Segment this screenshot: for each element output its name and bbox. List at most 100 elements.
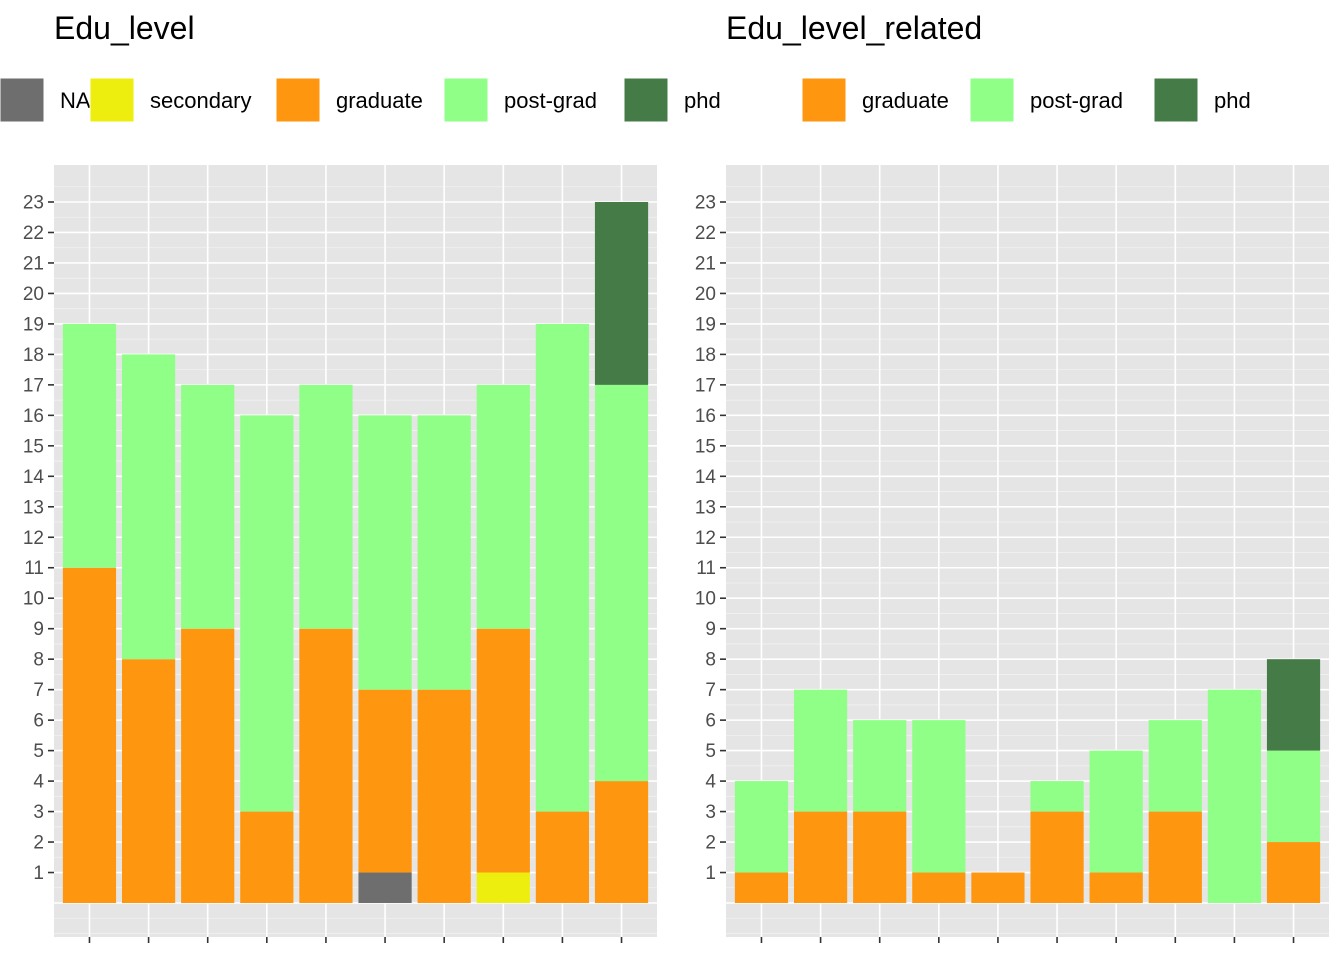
y-tick-label: 3 <box>705 802 716 823</box>
y-tick-label: 13 <box>695 497 716 518</box>
y-tick-label: 18 <box>23 345 44 366</box>
y-tick-label: 1 <box>705 863 716 884</box>
y-tick-label: 13 <box>23 497 44 518</box>
bar-segment-post-grad <box>535 323 590 812</box>
bar-segment-post-grad <box>121 354 176 660</box>
legend-label: phd <box>684 88 721 113</box>
y-tick-label: 2 <box>705 833 716 854</box>
y-tick-label: 15 <box>695 436 716 457</box>
legend-item: NA <box>0 77 91 123</box>
y-tick-label: 6 <box>33 711 44 732</box>
bar-segment-graduate <box>1030 811 1084 903</box>
legend-key <box>1153 77 1199 123</box>
y-tick-label: 12 <box>695 528 716 549</box>
legend-label: phd <box>1214 88 1251 113</box>
y-tick-label: 14 <box>695 467 717 488</box>
y-tick-label: 22 <box>695 223 716 244</box>
bar-segment-graduate <box>299 628 353 903</box>
legend-label: NA <box>60 88 91 113</box>
y-tick-label: 8 <box>33 650 44 671</box>
bar-segment-post-grad <box>793 689 848 812</box>
bar-segment-post-grad <box>1148 720 1202 812</box>
legend-key <box>275 77 321 123</box>
y-tick-label: 17 <box>695 375 716 396</box>
bar-segment-post-grad <box>912 720 966 873</box>
legend-label: post-grad <box>504 88 597 113</box>
bar-segment-post-grad <box>62 323 117 568</box>
y-tick-label: 10 <box>695 589 716 610</box>
bar-segment-post-grad <box>1030 781 1084 812</box>
y-tick-label: 9 <box>705 619 716 640</box>
bars <box>62 202 649 903</box>
y-tick-label: 20 <box>695 284 716 305</box>
legend-label: graduate <box>336 88 423 113</box>
bar-segment-graduate <box>417 689 471 903</box>
y-tick-label: 15 <box>23 436 44 457</box>
bar-segment-post-grad <box>594 384 649 782</box>
y-tick-label: 16 <box>23 406 44 427</box>
bar-segment-graduate <box>358 689 412 873</box>
y-tick-label: 16 <box>695 406 716 427</box>
y-tick-label: 4 <box>33 772 44 793</box>
legend-key <box>969 77 1015 123</box>
legend-item: post-grad <box>969 77 1123 123</box>
y-tick-label: 22 <box>23 223 44 244</box>
legend: NA secondary graduate post-grad phd <box>0 77 721 123</box>
y-tick-label: 23 <box>695 193 716 214</box>
chart-edu-level: Edu_level 1 2 3 4 5 6 7 8 9 10 11 12 13 14 15 16 17 18 19 2… <box>0 10 721 943</box>
y-tick-label: 18 <box>695 345 716 366</box>
legend-item: post-grad <box>443 77 597 123</box>
y-tick-label: 2 <box>33 833 44 854</box>
y-tick-label: 1 <box>33 863 44 884</box>
bar-segment-graduate <box>793 811 848 903</box>
legend-key <box>623 77 669 123</box>
legend-item: phd <box>623 77 721 123</box>
y-tick-label: 7 <box>33 680 44 701</box>
bar-segment-graduate <box>971 872 1025 903</box>
y-tick-label: 17 <box>23 375 44 396</box>
bar-segment-graduate <box>1148 811 1202 903</box>
legend-label: graduate <box>862 88 949 113</box>
bar-segment-na <box>358 872 412 903</box>
legend-item: graduate <box>275 77 423 123</box>
bar-segment-graduate <box>62 567 117 903</box>
y-tick-label: 5 <box>705 741 716 762</box>
bar-segment-phd <box>1266 659 1321 751</box>
bar-segment-post-grad <box>853 720 907 812</box>
legend-key <box>0 77 45 123</box>
legend-item: secondary <box>89 77 252 123</box>
bar-segment-graduate <box>853 811 907 903</box>
bar-segment-graduate <box>594 781 649 903</box>
y-tick-label: 7 <box>705 680 716 701</box>
legend: graduate post-grad phd <box>801 77 1251 123</box>
bar-segment-graduate <box>476 628 530 873</box>
x-axis <box>760 937 1295 943</box>
y-tick-label: 19 <box>695 314 716 335</box>
bar-segment-post-grad <box>299 384 353 629</box>
bar-segment-graduate <box>240 811 294 903</box>
chart-title: Edu_level_related <box>726 10 983 46</box>
y-tick-label: 8 <box>705 650 716 671</box>
legend-key <box>89 77 135 123</box>
y-tick-label: 14 <box>23 467 45 488</box>
bar-segment-post-grad <box>734 781 789 873</box>
bar-segment-post-grad <box>1266 750 1321 843</box>
y-tick-label: 19 <box>23 314 44 335</box>
bar-segment-graduate <box>1089 872 1143 903</box>
bar-segment-post-grad <box>1089 750 1143 873</box>
bar-segment-post-grad <box>240 415 294 812</box>
bar-segment-post-grad <box>476 384 530 629</box>
bar-segment-post-grad <box>181 384 235 629</box>
bar-segment-graduate <box>121 659 176 903</box>
y-tick-label: 6 <box>705 711 716 732</box>
y-tick-label: 12 <box>23 528 44 549</box>
y-tick-label: 5 <box>33 741 44 762</box>
bar-segment-graduate <box>535 811 590 903</box>
bar-segment-graduate <box>1266 842 1321 903</box>
y-tick-label: 21 <box>23 253 44 274</box>
chart-title: Edu_level <box>54 10 195 46</box>
bar-segment-graduate <box>181 628 235 903</box>
